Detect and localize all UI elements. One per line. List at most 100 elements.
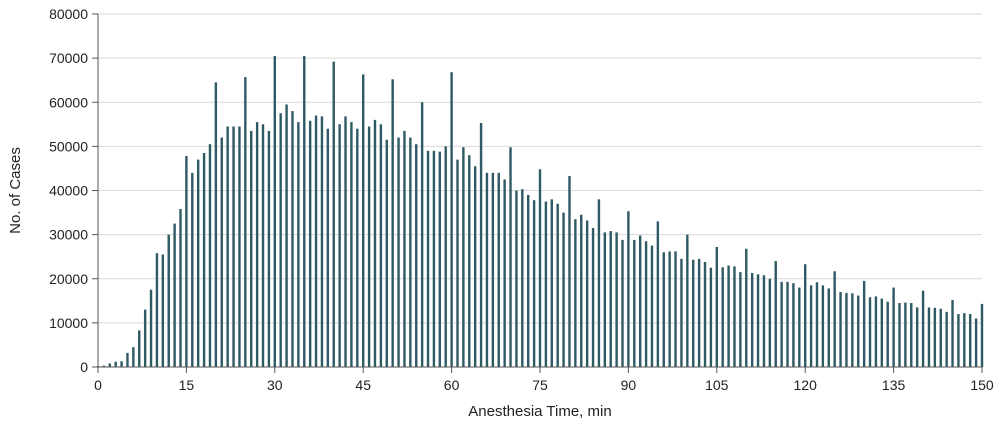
- bar: [497, 172, 500, 367]
- bar: [544, 201, 548, 367]
- bar: [910, 303, 913, 367]
- bar: [155, 253, 159, 367]
- bar: [338, 124, 341, 367]
- bar: [415, 144, 418, 367]
- bar: [373, 119, 377, 368]
- bar: [833, 271, 836, 367]
- x-tick-label: 30: [267, 377, 283, 393]
- bar: [733, 266, 736, 367]
- bar: [603, 232, 607, 367]
- bar: [196, 159, 200, 367]
- bar: [892, 287, 895, 367]
- bar: [444, 146, 447, 367]
- bar: [927, 307, 931, 367]
- bar: [238, 126, 241, 367]
- bar: [208, 144, 212, 367]
- bars: [96, 55, 984, 368]
- bar: [226, 126, 229, 367]
- bar: [963, 313, 966, 367]
- bar: [473, 166, 477, 367]
- bar: [491, 172, 495, 367]
- bar: [727, 265, 730, 367]
- bar: [409, 137, 412, 367]
- bar: [662, 252, 665, 367]
- bar: [303, 55, 306, 367]
- bar: [261, 124, 265, 367]
- bar: [609, 231, 612, 367]
- bar: [432, 150, 436, 367]
- bar: [839, 291, 842, 367]
- bar: [674, 251, 677, 367]
- bar: [114, 361, 117, 367]
- bar: [921, 290, 925, 367]
- bar: [479, 122, 483, 368]
- bar: [739, 272, 742, 367]
- bar: [108, 363, 111, 367]
- bar: [120, 361, 123, 367]
- bar: [126, 352, 129, 367]
- y-tick-label: 70000: [49, 50, 88, 66]
- bar: [450, 72, 453, 368]
- bar: [762, 275, 766, 367]
- bar: [379, 124, 383, 367]
- bar: [568, 175, 571, 367]
- y-tick-label: 10000: [49, 315, 88, 331]
- bar: [550, 199, 553, 367]
- bar: [173, 223, 176, 367]
- bar: [185, 156, 188, 367]
- bar: [143, 309, 147, 367]
- bar: [367, 126, 371, 367]
- bar: [344, 116, 347, 368]
- bar: [102, 365, 106, 367]
- bar: [521, 189, 524, 367]
- bar: [562, 212, 565, 367]
- bar: [244, 77, 247, 367]
- bar: [509, 147, 512, 367]
- bar: [397, 137, 400, 367]
- bar: [202, 152, 206, 367]
- x-tick-label: 75: [532, 377, 548, 393]
- bar: [638, 235, 642, 367]
- bar: [974, 318, 978, 367]
- bar: [214, 82, 218, 368]
- bar: [798, 287, 801, 367]
- bar: [326, 128, 330, 367]
- bar: [456, 159, 459, 367]
- bar: [255, 122, 259, 367]
- bar: [515, 190, 518, 367]
- bar: [933, 307, 937, 367]
- bar: [939, 308, 942, 367]
- bar: [792, 283, 795, 367]
- bar: [532, 200, 536, 367]
- bar: [821, 285, 825, 367]
- bar: [167, 234, 170, 367]
- bar: [697, 258, 701, 367]
- bar: [745, 248, 748, 367]
- bar: [285, 104, 288, 368]
- x-tick-label: 135: [882, 377, 906, 393]
- x-tick-label: 105: [705, 377, 729, 393]
- y-tick-label: 60000: [49, 94, 88, 110]
- bar: [297, 122, 300, 367]
- bar: [291, 111, 294, 367]
- bar: [951, 299, 954, 367]
- bar: [250, 130, 253, 367]
- bar: [438, 151, 442, 367]
- x-tick-label: 45: [355, 377, 371, 393]
- bar: [426, 150, 430, 367]
- bar: [774, 261, 777, 367]
- bar: [527, 194, 530, 367]
- bar: [132, 347, 135, 367]
- bar: [138, 330, 141, 367]
- y-tick-label: 50000: [49, 138, 88, 154]
- bar: [768, 278, 772, 367]
- bar: [362, 74, 365, 368]
- bar: [220, 137, 223, 367]
- bar: [650, 245, 654, 367]
- bar: [969, 314, 972, 367]
- bar: [845, 292, 848, 367]
- x-tick-label: 15: [179, 377, 195, 393]
- x-tick-label: 0: [94, 377, 102, 393]
- bar: [868, 297, 872, 367]
